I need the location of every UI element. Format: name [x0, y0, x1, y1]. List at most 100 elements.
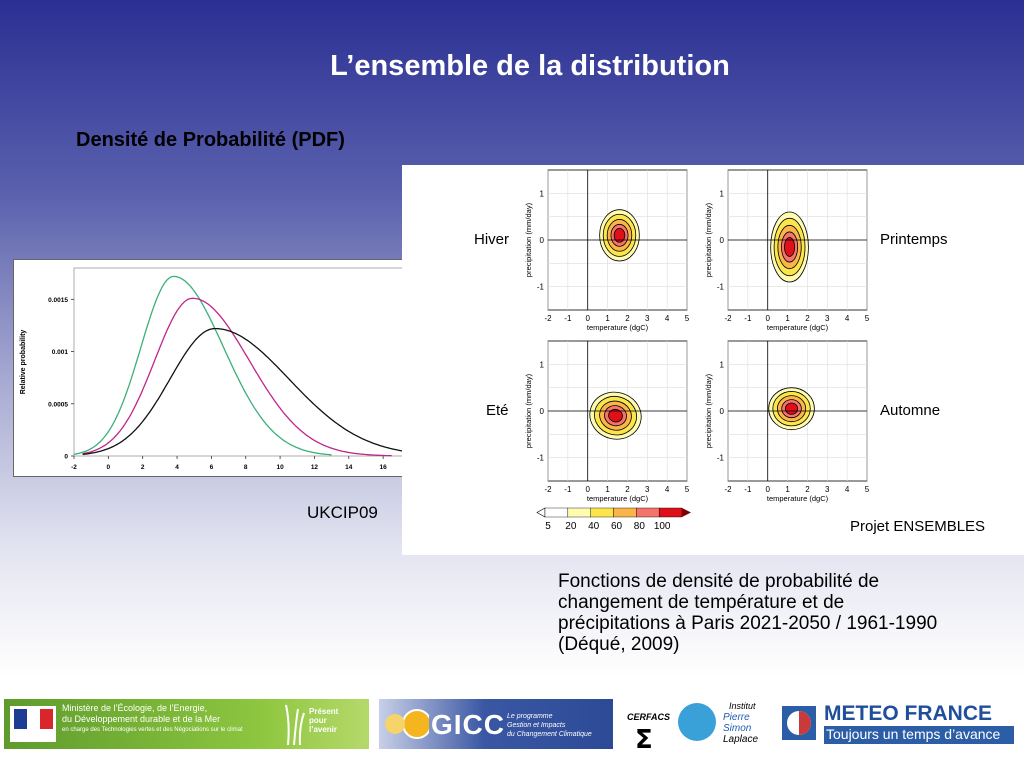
y-tick-label: -1 — [717, 283, 725, 292]
x-tick-label: 8 — [244, 464, 248, 471]
gicc-sub-line: du Changement Climatique — [507, 731, 592, 738]
x-tick-label: 1 — [785, 314, 790, 323]
gicc-wordmark: GICC — [431, 709, 505, 740]
y-axis-label: precipitation (mm/day) — [524, 202, 533, 277]
x-tick-label: 1 — [605, 314, 610, 323]
x-tick-label: 6 — [210, 464, 214, 471]
y-tick-label: 0 — [540, 236, 545, 245]
meteo-france-name: METEO FRANCE — [824, 702, 992, 725]
x-tick-label: 4 — [175, 464, 179, 471]
x-tick-label: 12 — [311, 464, 319, 471]
x-tick-label: -1 — [564, 485, 572, 494]
ukcip-pdf-svg: -20246810121416182000.00050.0010.0015Rel… — [20, 267, 470, 471]
x-tick-label: 3 — [645, 314, 650, 323]
caption-line: changement de température et de — [558, 592, 845, 613]
x-tick-label: 4 — [665, 485, 670, 494]
x-tick-label: -2 — [724, 314, 732, 323]
x-tick-label: 5 — [685, 485, 690, 494]
ipsl-line: Pierre — [723, 712, 750, 723]
caption-line: (Déqué, 2009) — [558, 634, 680, 655]
y-tick-label: 0.0015 — [48, 297, 68, 304]
y-tick-label: 1 — [540, 189, 545, 198]
present-line: Présent — [309, 707, 339, 716]
cerfacs-ipsl-logos: CERFACS Σ Institut Pierre Simon Laplace — [625, 700, 765, 755]
density-contour — [608, 408, 623, 423]
colorbar-level-label: 100 — [654, 521, 671, 532]
x-tick-label: 2 — [625, 314, 630, 323]
meteo-france-logo: METEO FRANCE Toujours un temps d’avance — [782, 700, 1022, 748]
x-tick-label: 5 — [685, 314, 690, 323]
colorbar-swatch — [658, 507, 683, 518]
x-tick-label: 2 — [141, 464, 145, 471]
y-axis-label: Relative probability — [20, 330, 27, 395]
colorbar-level-label: 40 — [588, 521, 600, 532]
marianne-flag-icon — [10, 706, 56, 742]
gicc-sub-line: Gestion et Impacts — [507, 722, 566, 729]
ukcip-source-label: UKCIP09 — [307, 503, 378, 522]
colorbar-level-label: 80 — [634, 521, 646, 532]
ministere-text: Ministère de l’Écologie, de l’Energie, d… — [62, 703, 282, 736]
present-pour-avenir: Présent pour l’avenir — [309, 707, 338, 734]
y-axis-label: precipitation (mm/day) — [704, 202, 713, 277]
present-line: pour — [309, 716, 327, 725]
colorbar-swatch — [636, 507, 660, 518]
ensembles-credit: Projet ENSEMBLES — [850, 518, 985, 535]
cerfacs-wordmark: CERFACS — [627, 712, 670, 722]
x-tick-label: -2 — [71, 464, 77, 471]
x-tick-label: 14 — [345, 464, 353, 471]
y-tick-label: 0 — [720, 236, 725, 245]
season-label: Automne — [880, 402, 940, 419]
meteo-france-tagline: Toujours un temps d’avance — [824, 726, 1014, 744]
ipsl-line: Institut — [729, 701, 756, 711]
density-contour — [784, 402, 799, 415]
x-tick-label: -1 — [744, 485, 752, 494]
x-axis-label: temperature (dgC) — [587, 494, 649, 503]
x-tick-label: 5 — [865, 314, 870, 323]
x-axis-label: temperature (dgC) — [767, 494, 829, 503]
y-tick-label: -1 — [537, 454, 545, 463]
ministere-line: Ministère de l’Écologie, de l’Energie, — [62, 703, 208, 713]
gicc-subtitle: Le programme Gestion et Impacts du Chang… — [507, 712, 592, 739]
earth-icon — [678, 703, 716, 741]
x-tick-label: -2 — [544, 485, 552, 494]
grass-icon — [285, 704, 305, 745]
colorbar-high-arrow — [682, 508, 691, 517]
gicc-logo: GICC Le programme Gestion et Impacts du … — [379, 699, 613, 749]
x-tick-label: 0 — [585, 485, 590, 494]
season-label: Eté — [486, 402, 509, 419]
y-tick-label: 0.0005 — [48, 401, 68, 408]
series-line-high — [82, 327, 461, 457]
ipsl-line: Laplace — [723, 734, 758, 745]
gicc-sub-line: Le programme — [507, 713, 553, 720]
caption-line: précipitations à Paris 2021-2050 / 1961-… — [558, 613, 938, 634]
slide-subtitle: Densité de Probabilité (PDF) — [76, 129, 345, 151]
x-tick-label: 1 — [605, 485, 610, 494]
x-tick-label: 4 — [845, 485, 850, 494]
caption-line: Fonctions de densité de probabilité de — [558, 571, 880, 592]
x-axis-label: temperature (dgC) — [767, 323, 829, 332]
x-tick-label: 3 — [825, 485, 830, 494]
colorbar-swatch — [590, 507, 614, 518]
colorbar-swatch — [567, 507, 591, 518]
x-tick-label: 3 — [825, 314, 830, 323]
density-contour — [784, 237, 796, 257]
figure-caption: Fonctions de densité de probabilité de c… — [558, 571, 1023, 655]
x-tick-label: 0 — [585, 314, 590, 323]
sigma-icon: Σ — [635, 725, 653, 750]
meteo-france-emblem-icon — [782, 706, 816, 740]
ministere-line: du Développement durable et de la Mer — [62, 714, 221, 724]
colorbar-low-arrow — [536, 507, 546, 518]
x-tick-label: -2 — [724, 485, 732, 494]
y-tick-label: 0 — [720, 407, 725, 416]
ipsl-line: Simon — [723, 723, 752, 734]
x-tick-label: 2 — [805, 314, 810, 323]
x-tick-label: 0 — [765, 314, 770, 323]
x-tick-label: 2 — [625, 485, 630, 494]
ukcip-pdf-chart: -20246810121416182000.00050.0010.0015Rel… — [13, 259, 476, 477]
ministere-line: en charge des Technologies vertes et des… — [62, 727, 243, 733]
y-axis-label: precipitation (mm/day) — [524, 373, 533, 448]
season-label: Hiver — [474, 231, 509, 248]
